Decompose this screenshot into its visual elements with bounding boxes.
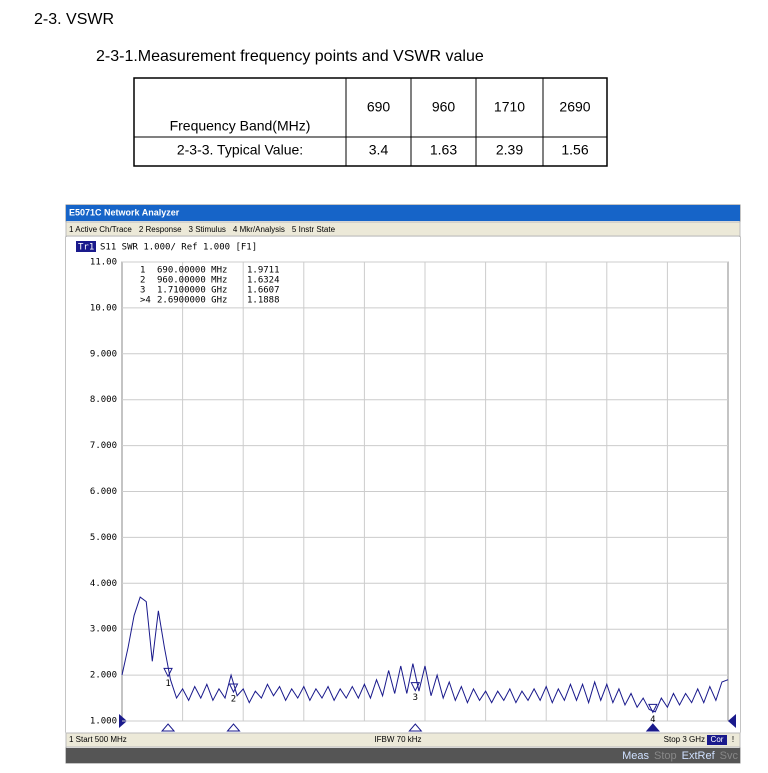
y-tick-label: 6.000 <box>90 487 117 497</box>
y-tick-label: 11.00 <box>90 258 117 268</box>
section-title: 2-3. VSWR <box>34 11 114 28</box>
table-cell: 2690 <box>559 99 590 115</box>
marker-flag <box>228 683 239 694</box>
marker-readout-response: 1.6607 <box>247 286 280 296</box>
y-tick-label: 1.000 <box>90 717 117 727</box>
marker-stimulus-triangle <box>408 723 423 732</box>
marker-readout-id: 3 <box>140 286 145 296</box>
status-item: Meas <box>622 750 649 762</box>
marker-flag-label: 3 <box>413 693 418 703</box>
alert-label: ! <box>732 735 734 744</box>
y-tick-label: 7.000 <box>90 441 117 451</box>
marker-flag <box>410 682 421 692</box>
marker-flag <box>163 667 173 678</box>
y-tick-label: 3.000 <box>90 625 117 635</box>
window-title: E5071C Network Analyzer <box>69 207 180 217</box>
table-cell: 960 <box>432 99 456 115</box>
marker-stimulus-triangle <box>160 723 176 732</box>
marker-readout-id: 2 <box>140 276 145 286</box>
menu-bar <box>65 221 741 237</box>
menu-item[interactable]: 1 Active Ch/Trace <box>69 225 132 234</box>
ref-arrow-right <box>728 714 736 728</box>
marker-readout-id: 1 <box>140 266 145 276</box>
y-tick-label: 2.000 <box>90 671 117 681</box>
cor-label: Cor <box>711 735 724 744</box>
y-tick-label: 9.000 <box>90 349 117 359</box>
marker-flag <box>648 703 658 714</box>
marker-flag-label: 1 <box>165 679 170 689</box>
table-cell: 690 <box>367 99 391 115</box>
marker-readout-response: 1.1888 <box>247 296 280 306</box>
stop-label: Stop 3 GHz <box>664 735 705 744</box>
marker-readout-stimulus: 2.6900000 GHz <box>157 296 227 306</box>
status-item: ExtRef <box>682 750 716 762</box>
marker-stimulus-triangle <box>645 723 660 732</box>
marker-readout-response: 1.6324 <box>247 276 280 286</box>
marker-readout-stimulus: 960.00000 MHz <box>157 276 227 286</box>
marker-readout-stimulus: 690.00000 MHz <box>157 266 227 276</box>
start-label: 1 Start 500 MHz <box>69 735 127 744</box>
marker-stimulus-triangle <box>226 723 241 732</box>
trace-id-box <box>76 241 96 252</box>
menu-item[interactable]: 4 Mkr/Analysis <box>233 225 285 234</box>
subsection-title: 2-3-1.Measurement frequency points and V… <box>96 48 484 65</box>
table-cell: 1.63 <box>430 142 457 158</box>
table-cell: 2.39 <box>496 142 523 158</box>
status-item: Svc <box>720 750 739 762</box>
y-tick-label: 10.00 <box>90 303 117 313</box>
title-bar <box>66 205 740 221</box>
trace-info: S11 SWR 1.000/ Ref 1.000 [F1] <box>100 243 257 253</box>
status-item: Stop <box>654 750 677 762</box>
table-cell: 3.4 <box>369 142 389 158</box>
marker-readout-stimulus: 1.7100000 GHz <box>157 286 227 296</box>
table-cell: 1710 <box>494 99 525 115</box>
table-cell: 2-3-3. Typical Value: <box>177 142 303 158</box>
trace <box>121 596 729 713</box>
table-cell: Frequency Band(MHz) <box>170 118 311 134</box>
ifbw-label: IFBW 70 kHz <box>374 735 421 744</box>
menu-item[interactable]: 2 Response <box>139 225 182 234</box>
trace-id: Tr1 <box>78 243 94 253</box>
menu-item[interactable]: 3 Stimulus <box>189 225 226 234</box>
status-bar <box>66 748 740 763</box>
marker-flag-label: 2 <box>231 694 236 704</box>
table-cell: 1.56 <box>561 142 588 158</box>
marker-flag-label: 4 <box>650 715 655 725</box>
y-tick-label: 4.000 <box>90 579 117 589</box>
marker-readout-id: >4 <box>140 296 151 306</box>
marker-readout-response: 1.9711 <box>247 266 280 276</box>
cor-box <box>707 735 727 745</box>
table <box>133 77 608 167</box>
footer-bar <box>65 732 741 748</box>
y-tick-label: 8.000 <box>90 395 117 405</box>
y-tick-label: 5.000 <box>90 533 117 543</box>
menu-item[interactable]: 5 Instr State <box>292 225 336 234</box>
